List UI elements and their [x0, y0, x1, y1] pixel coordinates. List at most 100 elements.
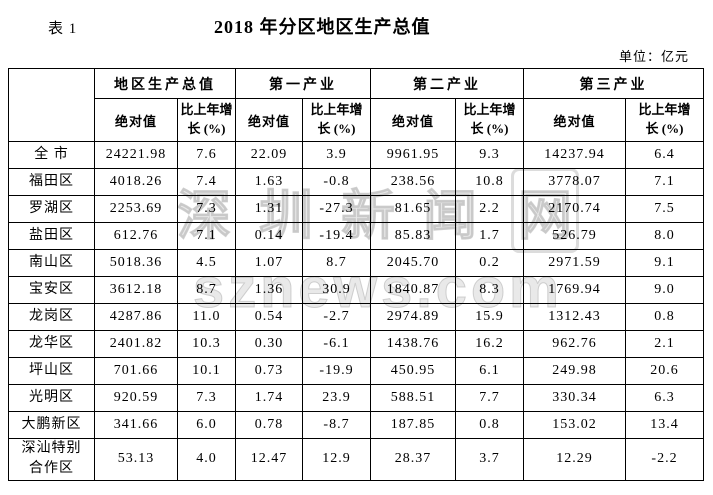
value-cell: 28.37: [370, 438, 456, 481]
table-row: 南山区 5018.36 4.5 1.07 8.7 2045.70 0.2 2971.59 9.1: [8, 249, 704, 277]
title-area: 表 1 2018 年分区地区生产总值: [0, 0, 713, 46]
district-name-cell: 盐田区: [8, 222, 95, 250]
value-cell: 9.3: [455, 141, 524, 169]
page-title: 2018 年分区地区生产总值: [214, 17, 431, 37]
value-cell: 2.2: [455, 195, 524, 223]
value-cell: 588.51: [370, 384, 456, 412]
value-cell: 0.8: [625, 303, 704, 331]
value-cell: 0.14: [235, 222, 303, 250]
value-cell: 12.47: [235, 438, 303, 481]
value-cell: 3.7: [455, 438, 524, 481]
value-cell: -2.7: [302, 303, 371, 331]
value-cell: 8.7: [177, 276, 236, 304]
value-cell: 238.56: [370, 168, 456, 196]
value-cell: 920.59: [94, 384, 178, 412]
value-cell: 14237.94: [523, 141, 626, 169]
value-cell: 2170.74: [523, 195, 626, 223]
subcol-tertiary-growth: 比上年增 长 (%): [625, 98, 704, 142]
value-cell: 3.9: [302, 141, 371, 169]
table-row: 大鹏新区 341.66 6.0 0.78 -8.7 187.85 0.8 153.02 13.4: [8, 411, 704, 439]
value-cell: 701.66: [94, 357, 178, 385]
value-cell: 7.1: [177, 222, 236, 250]
value-cell: 9.1: [625, 249, 704, 277]
table-row: 龙华区 2401.82 10.3 0.30 -6.1 1438.76 16.2 962.76 2…: [8, 330, 704, 358]
table-row: 福田区 4018.26 7.4 1.63 -0.8 238.56 10.8 3778.07 7.…: [8, 168, 704, 196]
value-cell: 4.0: [177, 438, 236, 481]
table-row: 光明区 920.59 7.3 1.74 23.9 588.51 7.7 330.34 6.3: [8, 384, 704, 412]
value-cell: 8.7: [302, 249, 371, 277]
value-cell: -19.9: [302, 357, 371, 385]
value-cell: 20.6: [625, 357, 704, 385]
col-group-secondary-industry: 第二产业: [370, 68, 524, 99]
value-cell: 7.7: [455, 384, 524, 412]
table-body: 全 市 24221.98 7.6 22.09 3.9 9961.95 9.3 14237.94…: [8, 141, 704, 481]
value-cell: 330.34: [523, 384, 626, 412]
value-cell: -8.7: [302, 411, 371, 439]
subcol-gdp-absolute: 绝对值: [94, 98, 178, 142]
value-cell: 23.9: [302, 384, 371, 412]
subcol-tertiary-absolute: 绝对值: [523, 98, 626, 142]
value-cell: 16.2: [455, 330, 524, 358]
value-cell: 1.74: [235, 384, 303, 412]
value-cell: 7.3: [177, 384, 236, 412]
value-cell: 962.76: [523, 330, 626, 358]
value-cell: -27.3: [302, 195, 371, 223]
value-cell: 10.1: [177, 357, 236, 385]
value-cell: 4.5: [177, 249, 236, 277]
value-cell: 4287.86: [94, 303, 178, 331]
value-cell: 1.7: [455, 222, 524, 250]
value-cell: 1.36: [235, 276, 303, 304]
value-cell: 5018.36: [94, 249, 178, 277]
value-cell: 2253.69: [94, 195, 178, 223]
value-cell: 187.85: [370, 411, 456, 439]
col-group-gdp: 地区生产总值: [94, 68, 236, 99]
value-cell: 6.3: [625, 384, 704, 412]
value-cell: -0.8: [302, 168, 371, 196]
table-wrapper: 深圳新闻网 sznews.com 地区生产总值 第一产业 第二产业 第三产业 绝…: [8, 68, 705, 481]
value-cell: -2.2: [625, 438, 704, 481]
value-cell: 4018.26: [94, 168, 178, 196]
district-name-cell: 坪山区: [8, 357, 95, 385]
district-name-cell: 龙华区: [8, 330, 95, 358]
value-cell: 2974.89: [370, 303, 456, 331]
value-cell: 1.07: [235, 249, 303, 277]
table-row: 龙岗区 4287.86 11.0 0.54 -2.7 2974.89 15.9 1312.43…: [8, 303, 704, 331]
subcol-secondary-absolute: 绝对值: [370, 98, 456, 142]
value-cell: 24221.98: [94, 141, 178, 169]
value-cell: 2045.70: [370, 249, 456, 277]
value-cell: 3778.07: [523, 168, 626, 196]
value-cell: 0.73: [235, 357, 303, 385]
value-cell: 249.98: [523, 357, 626, 385]
table-row: 盐田区 612.76 7.1 0.14 -19.4 85.83 1.7 526.79 8.0: [8, 222, 704, 250]
subcol-primary-absolute: 绝对值: [235, 98, 303, 142]
value-cell: 526.79: [523, 222, 626, 250]
value-cell: 12.9: [302, 438, 371, 481]
value-cell: 7.6: [177, 141, 236, 169]
table-row: 宝安区 3612.18 8.7 1.36 30.9 1840.87 8.3 1769.94 9.…: [8, 276, 704, 304]
col-group-primary-industry: 第一产业: [235, 68, 371, 99]
value-cell: -6.1: [302, 330, 371, 358]
value-cell: -19.4: [302, 222, 371, 250]
header-sub-row: 绝对值 比上年增 长 (%) 绝对值 比上年增 长 (%) 绝对值 比上年增 长…: [9, 98, 704, 142]
header-group-row: 地区生产总值 第一产业 第二产业 第三产业: [8, 68, 704, 142]
district-name-cell: 龙岗区: [8, 303, 95, 331]
value-cell: 7.4: [177, 168, 236, 196]
value-cell: 1769.94: [523, 276, 626, 304]
value-cell: 341.66: [94, 411, 178, 439]
value-cell: 85.83: [370, 222, 456, 250]
value-cell: 6.1: [455, 357, 524, 385]
table-row: 深汕特别 合作区 53.13 4.0 12.47 12.9 28.37 3.7 12.29 -2…: [8, 438, 704, 481]
district-name-cell: 全 市: [8, 141, 95, 169]
value-cell: 7.1: [625, 168, 704, 196]
value-cell: 7.3: [177, 195, 236, 223]
table-number-label: 表 1: [48, 21, 78, 37]
district-name-cell: 南山区: [8, 249, 95, 277]
corner-cell: [8, 68, 95, 142]
value-cell: 30.9: [302, 276, 371, 304]
unit-note: 单位：亿元: [618, 49, 689, 64]
value-cell: 1312.43: [523, 303, 626, 331]
value-cell: 81.65: [370, 195, 456, 223]
value-cell: 1438.76: [370, 330, 456, 358]
value-cell: 12.29: [523, 438, 626, 481]
